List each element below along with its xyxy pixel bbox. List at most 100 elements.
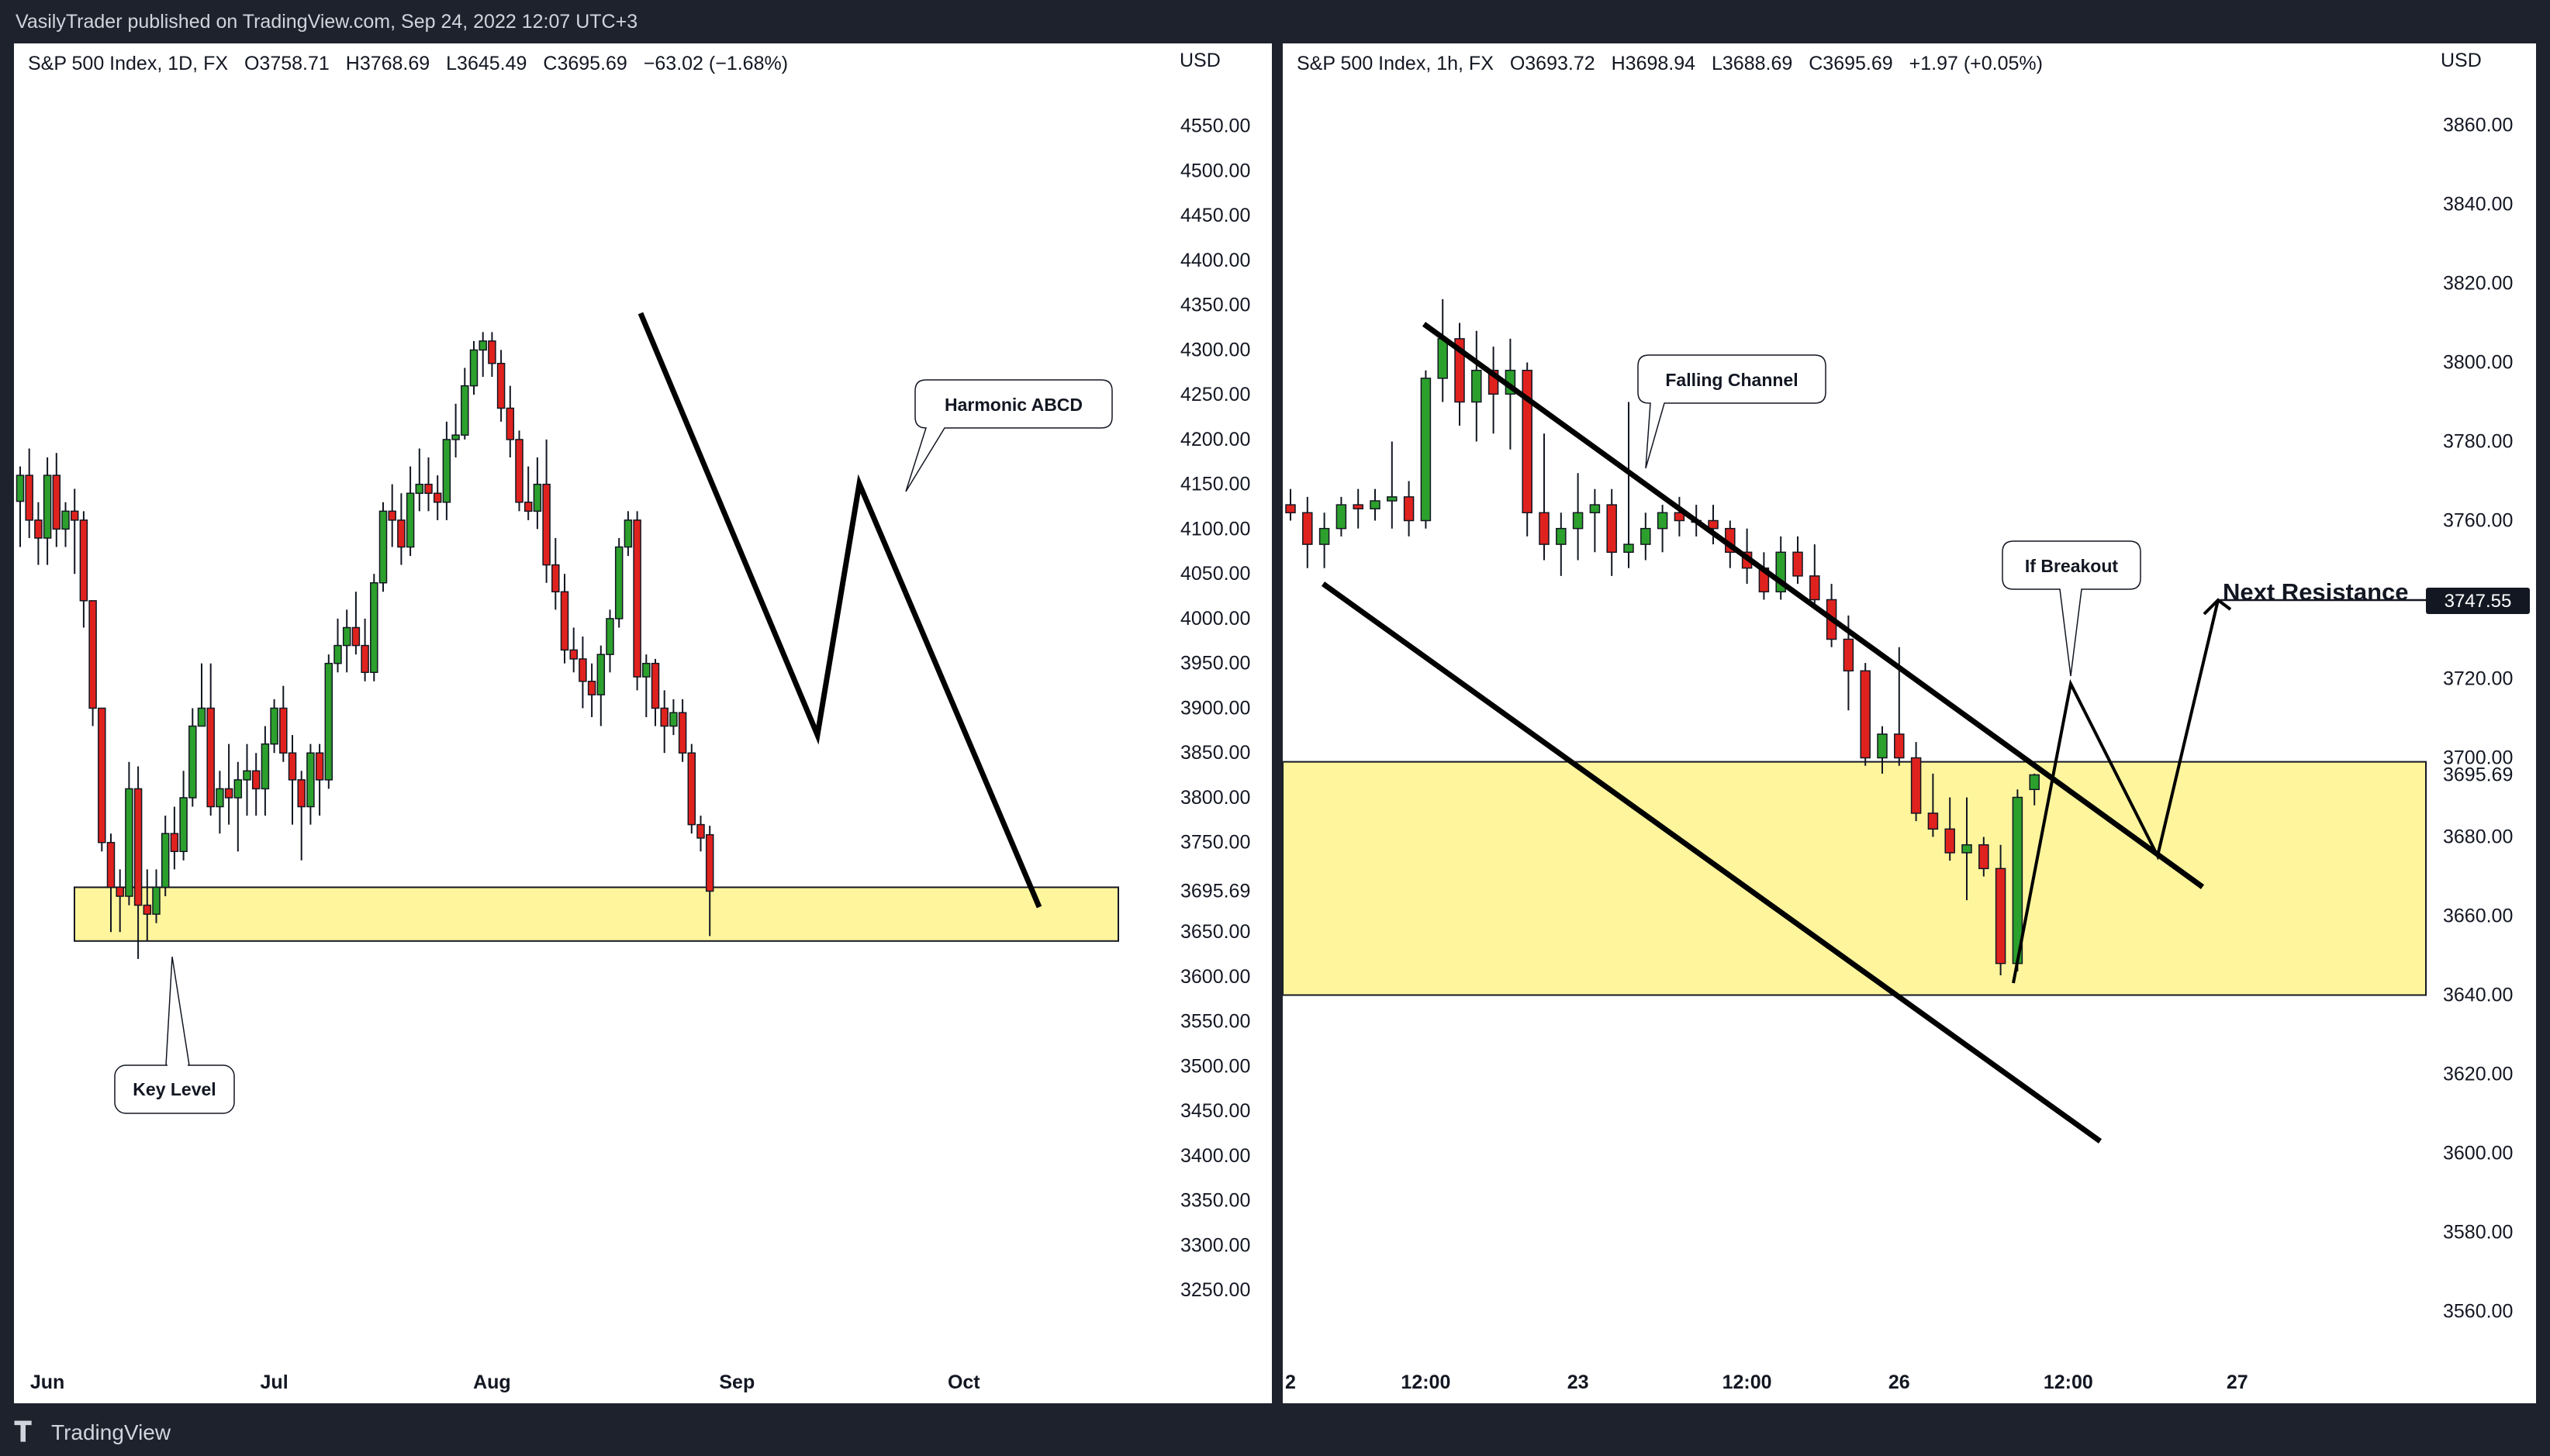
candle [1589,488,1601,553]
y-tick-label: 3600.00 [1180,966,1250,988]
candle [442,421,451,520]
legend-open: O3758.71 [244,53,330,74]
projection-arrowhead [2203,598,2232,616]
x-tick-label: 2 [1285,1371,1296,1393]
y-tick-label: 3720.00 [2443,668,2513,690]
candle-body [1606,504,1617,554]
legend-high: H3698.94 [1611,53,1696,74]
abcd-callout-bubble [905,379,1113,492]
candle [25,448,33,538]
candle-body [133,788,143,906]
x-tick-label: Aug [473,1371,511,1393]
candle [106,833,116,933]
y-tick-label: 4050.00 [1180,563,1250,585]
candle-body [1894,733,1905,759]
candle-body [415,483,424,494]
candle-body [1353,504,1363,509]
candle-body [1792,551,1803,577]
candle-body [270,707,278,745]
daily-chart-canvas[interactable]: Harmonic ABCD Key Level 4550.00 4500.00 44… [14,43,1272,1403]
hourly-chart-panel[interactable]: Falling Channel If Breakout Next Resista… [1283,43,2536,1403]
y-tick-label: 3760.00 [2443,510,2513,532]
candle [98,707,106,852]
x-tick-label: 26 [1888,1371,1910,1393]
y-tick-label: 3800.00 [2443,352,2513,374]
candle [1910,742,1922,822]
candle-body [1708,519,1719,530]
y-tick-label: 3700.00 [2443,747,2513,769]
falling-channel-text: Falling Channel [1665,370,1798,390]
candle-body [1420,378,1432,522]
candle-body [161,833,170,888]
candle-body [261,743,270,790]
candle [70,488,79,574]
y-tick-label: 3780.00 [2443,431,2513,453]
candle [388,484,396,547]
candle-body [143,904,152,915]
next-resistance-label: Next Resistance [2223,578,2409,606]
candle [1572,473,1584,561]
candle-body [106,841,116,888]
candle-body [579,658,587,682]
y-tick-label: 4100.00 [1180,518,1250,540]
candle [1792,536,1803,585]
candle-body [1860,670,1871,759]
candle-body [116,886,124,897]
y-tick-label: 3300.00 [1180,1234,1250,1256]
candle [370,574,378,681]
candle-body [669,712,678,727]
last-price-label: 3695.69 [1180,880,1250,902]
y-tick-label: 3840.00 [2443,194,2513,216]
candle [515,430,523,512]
hourly-legend: S&P 500 Index, 1h, FX O3693.72 H3698.94 … [1297,53,2054,75]
candle [361,618,369,681]
candle [152,869,161,923]
candle-body [315,752,324,781]
candle-body [1995,868,2006,964]
candle [461,367,469,440]
candle [596,645,606,726]
x-tick-label: 23 [1567,1371,1589,1393]
y-tick-label: 3750.00 [1180,832,1250,854]
y-tick-label: 4400.00 [1180,250,1250,271]
candle-body [461,385,469,436]
candle-body [279,707,288,754]
candle [378,502,388,592]
candle [1437,298,1448,402]
candle [233,761,243,852]
y-tick-label: 3640.00 [2443,985,2513,1006]
candle [52,453,61,547]
y-tick-label: 3400.00 [1180,1145,1250,1167]
currency-label: USD [1180,50,1221,71]
legend-change: +1.97 (+0.05%) [1909,53,2043,74]
footer-brand: TradingView [51,1420,171,1444]
candle-body [696,823,705,839]
key-level-zone [74,886,1119,942]
hourly-chart-canvas[interactable]: Falling Channel If Breakout Next Resista… [1283,43,2536,1403]
key-level-callout-pointer [165,956,190,1066]
candle-body [79,519,88,602]
candle [479,332,487,378]
publish-info: VasilyTrader published on TradingView.co… [16,11,638,33]
candle-body [370,581,378,673]
candle-body [1318,527,1330,545]
y-tick-label: 3450.00 [1180,1100,1250,1122]
candle-body [1556,527,1567,545]
candle [342,609,351,673]
candle [1640,512,1651,561]
candle [415,448,424,512]
candle [179,771,188,861]
daily-chart-panel[interactable]: Harmonic ABCD Key Level 4550.00 4500.00 44… [14,43,1272,1403]
candle [488,332,496,378]
candle-body [179,797,188,853]
candle-body [678,712,687,754]
candle-body [342,626,351,647]
candle-body [496,362,506,409]
legend-symbol: S&P 500 Index, 1h, FX [1297,53,1494,74]
candle [279,685,288,762]
channel-upper-line [1422,322,2205,889]
candle [660,690,669,754]
footer-bar: 𝐓 TradingView [0,1405,2550,1456]
candle-body [1877,733,1888,759]
candle-body [1843,638,1854,672]
